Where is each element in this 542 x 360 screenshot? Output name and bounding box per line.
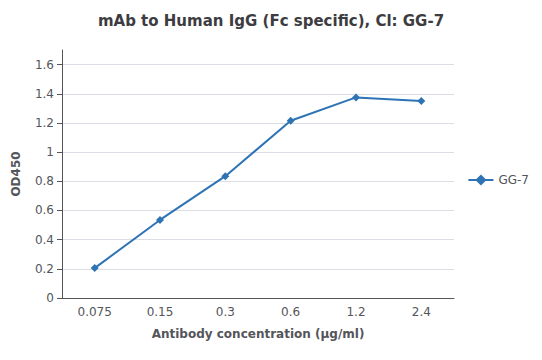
svg-text:Antibody concentration (μg/ml): Antibody concentration (μg/ml)	[152, 327, 365, 341]
svg-text:0.8: 0.8	[35, 174, 54, 188]
svg-text:1.2: 1.2	[35, 116, 54, 130]
svg-text:1.4: 1.4	[35, 87, 54, 101]
svg-text:0.6: 0.6	[281, 305, 300, 319]
svg-text:GG-7: GG-7	[498, 173, 529, 187]
svg-text:0.3: 0.3	[216, 305, 235, 319]
svg-text:1.6: 1.6	[35, 58, 54, 72]
svg-text:0.075: 0.075	[77, 305, 111, 319]
svg-text:0.15: 0.15	[147, 305, 174, 319]
svg-text:0: 0	[46, 291, 54, 305]
svg-text:0.4: 0.4	[35, 233, 54, 247]
svg-text:mAb to Human IgG (Fc specific): mAb to Human IgG (Fc specific), Cl: GG-7	[98, 12, 444, 30]
svg-text:1.2: 1.2	[346, 305, 365, 319]
svg-text:2.4: 2.4	[412, 305, 431, 319]
svg-text:0.6: 0.6	[35, 203, 54, 217]
svg-text:OD450: OD450	[9, 151, 23, 196]
svg-text:0.2: 0.2	[35, 262, 54, 276]
svg-text:1: 1	[46, 145, 54, 159]
